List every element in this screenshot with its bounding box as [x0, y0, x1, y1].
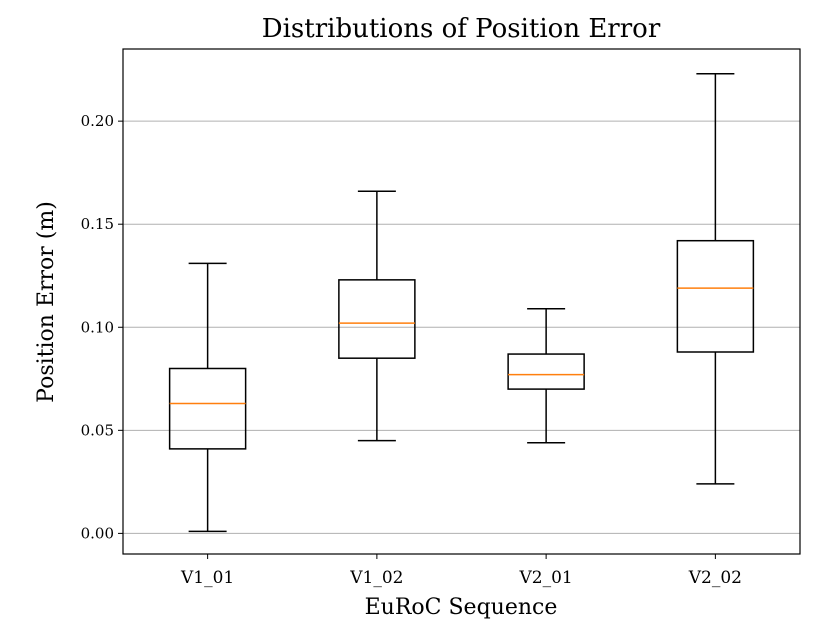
y-tick-label: 0.00: [81, 524, 114, 542]
box-v2-02: [676, 72, 755, 485]
y-tick-label: 0.20: [81, 112, 114, 130]
x-tick-label: V1_01: [180, 568, 234, 588]
y-axis-ticks: 0.00 0.05 0.10 0.15 0.20: [81, 112, 123, 542]
iqr-box: [338, 279, 416, 359]
box-v2-01: [507, 307, 585, 444]
boxes: [168, 72, 755, 533]
iqr-box: [168, 367, 247, 450]
y-tick-label: 0.15: [81, 215, 114, 233]
grid-lines: [123, 120, 800, 534]
box-v1-01: [168, 262, 247, 533]
iqr-box: [507, 353, 585, 390]
x-tick-label: V2_02: [688, 568, 742, 588]
box-v1-02: [338, 190, 416, 442]
y-axis-label: Position Error (m): [34, 201, 59, 403]
y-tick-label: 0.05: [81, 421, 114, 439]
x-axis-label: EuRoC Sequence: [365, 595, 558, 620]
chart-title: Distributions of Position Error: [262, 14, 661, 44]
x-tick-label: V1_02: [349, 568, 403, 588]
x-axis-ticks: V1_01 V1_02 V2_01 V2_02: [180, 554, 742, 588]
x-tick-label: V2_01: [519, 568, 573, 588]
y-tick-label: 0.10: [81, 318, 114, 336]
iqr-box: [676, 239, 755, 353]
plot-frame: [122, 48, 801, 555]
